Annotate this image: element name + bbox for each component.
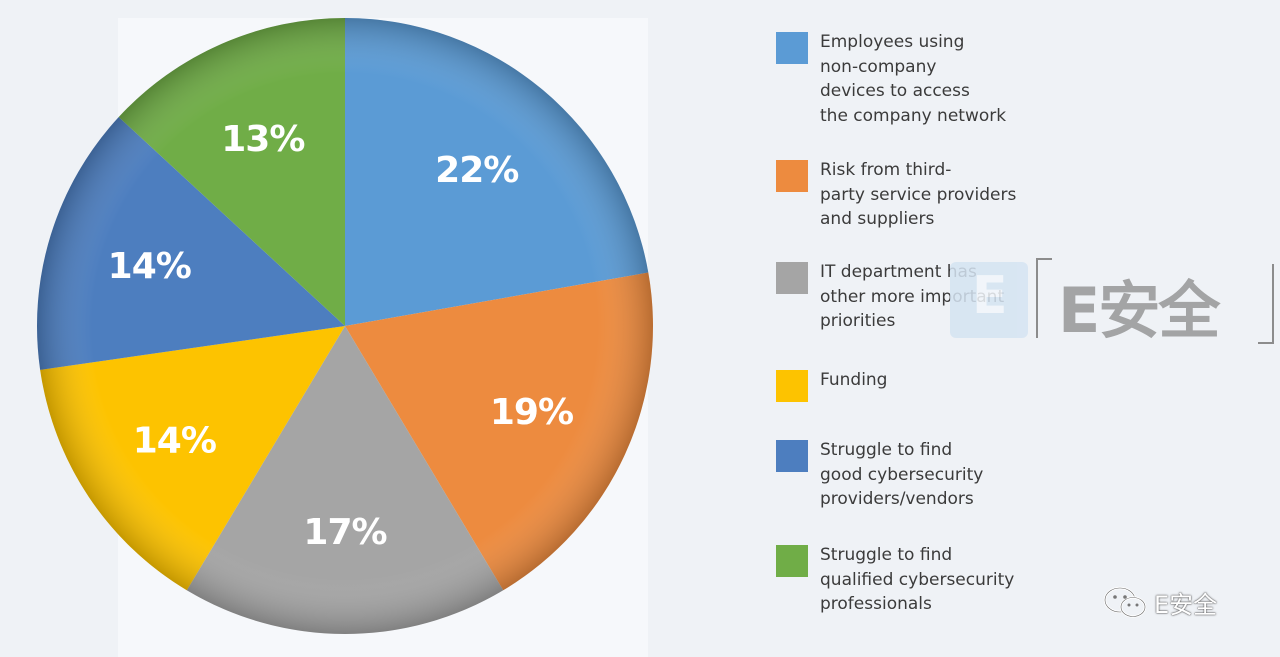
watermark-bracket-left <box>1036 258 1052 338</box>
legend-label: Funding <box>820 370 888 390</box>
slice-value-label: 14% <box>108 246 191 287</box>
pie-chart: 22% 19% 17% 14% 14% 13% <box>37 18 653 635</box>
slice-value-label: 13% <box>221 119 304 160</box>
legend-label: Employees using non-company devices to a… <box>820 32 1007 126</box>
legend-label: Risk from third- party service providers… <box>820 160 1017 229</box>
legend-swatch <box>776 440 808 472</box>
legend-label: Struggle to find qualified cybersecurity… <box>820 545 1015 614</box>
legend-swatch <box>776 32 808 64</box>
legend-item: Employees using non-company devices to a… <box>776 30 1050 128</box>
legend-item: Risk from third- party service providers… <box>776 158 1050 232</box>
legend-swatch <box>776 545 808 577</box>
watermark: E E安全 <box>940 258 1280 348</box>
watermark-icon-letter: E <box>972 266 1008 326</box>
watermark-logo-icon: E <box>950 262 1028 338</box>
slice-value-label: 14% <box>133 421 216 462</box>
watermark-text: E安全 <box>1058 274 1220 347</box>
legend-swatch <box>776 262 808 294</box>
slice-value-label: 17% <box>303 512 386 553</box>
legend-label: Struggle to find good cybersecurity prov… <box>820 440 984 509</box>
watermark-bracket-right <box>1258 264 1274 344</box>
wechat-icon <box>1103 586 1147 618</box>
slice-value-label: 22% <box>435 150 518 191</box>
account-name: E安全 <box>1154 590 1218 619</box>
legend-item: Struggle to find good cybersecurity prov… <box>776 438 1050 512</box>
legend-item: Struggle to find qualified cybersecurity… <box>776 543 1050 617</box>
legend-swatch <box>776 160 808 192</box>
account-tag: E安全 <box>1100 582 1217 622</box>
legend-item: Funding <box>776 368 1050 402</box>
legend-swatch <box>776 370 808 402</box>
slice-value-label: 19% <box>490 392 573 433</box>
